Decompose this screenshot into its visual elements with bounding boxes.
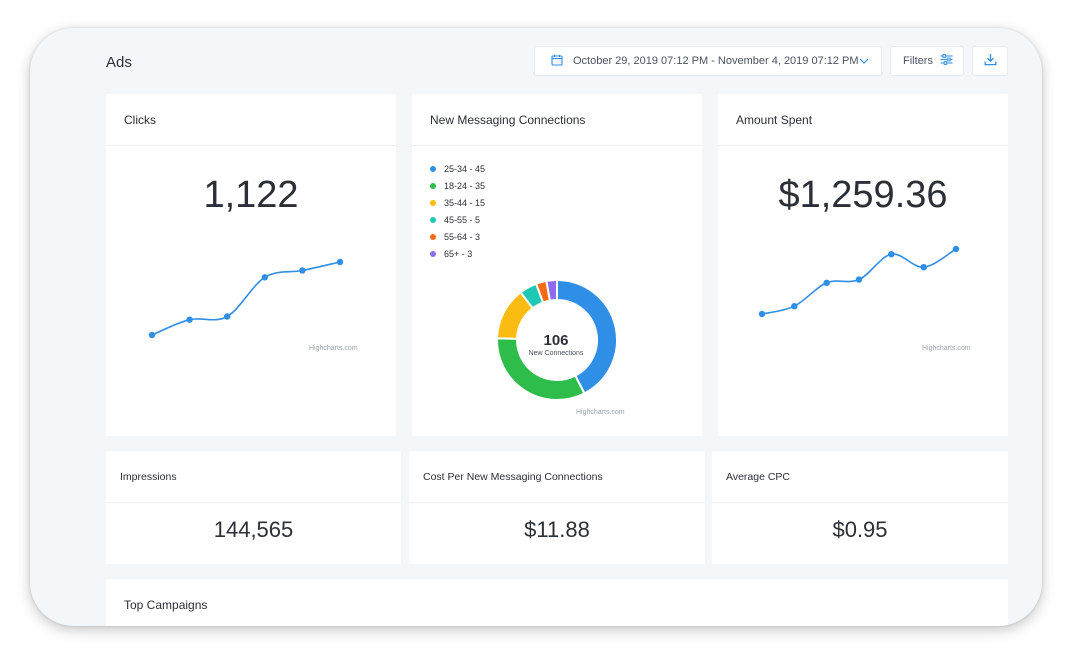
cost-per-connection-value: $11.88 (524, 517, 590, 542)
legend-dot (430, 233, 436, 240)
impressions-value: 144,565 (213, 517, 294, 542)
donut-center: 106 New Connections (516, 332, 596, 357)
legend-item-45-55[interactable]: 45-55 - 5 (430, 211, 485, 228)
legend-dot (430, 199, 436, 206)
data-point[interactable] (952, 245, 960, 253)
clicks-card: Clicks 1,122 Highcharts.com (106, 94, 396, 436)
legend-dot (430, 250, 436, 257)
legend-label: 55-64 - 3 (444, 231, 481, 242)
legend-label: 45-55 - 5 (444, 214, 481, 225)
data-point[interactable] (855, 276, 863, 283)
donut-slice-65+[interactable] (545, 278, 558, 302)
legend-label: 65+ - 3 (444, 248, 473, 259)
data-point[interactable] (758, 310, 766, 318)
legend-item-18-24[interactable]: 18-24 - 35 (430, 177, 485, 194)
filters-button[interactable]: Filters (890, 46, 964, 76)
amount-spent-value: $1,259.36 (778, 174, 948, 216)
series-line (151, 261, 341, 336)
legend-dot (430, 216, 436, 223)
data-point[interactable] (888, 251, 895, 258)
average-cpc-value: $0.95 (832, 517, 888, 542)
legend-item-25-34[interactable]: 25-34 - 45 (430, 160, 485, 177)
sliders-icon (940, 54, 953, 68)
messaging-card-title: New Messaging Connections (412, 94, 702, 146)
data-point[interactable] (791, 303, 798, 310)
average-cpc-card-title: Average CPC (712, 451, 1008, 503)
data-point[interactable] (261, 274, 268, 281)
chart-credit: Highcharts.com (922, 345, 971, 352)
clicks-card-title: Clicks (106, 94, 396, 146)
messaging-card: New Messaging Connections 25-34 - 45 18-2… (412, 94, 702, 436)
download-icon (984, 53, 997, 69)
toolbar: October 29, 2019 07:12 PM - November 4, … (534, 46, 1008, 76)
legend-label: 18-24 - 35 (444, 180, 486, 191)
data-point[interactable] (920, 264, 927, 271)
impressions-card-title: Impressions (106, 451, 401, 503)
donut-legend: 25-34 - 45 18-24 - 35 35-44 - 15 45-55 - 5 5… (430, 160, 485, 262)
data-point[interactable] (336, 258, 344, 266)
data-point[interactable] (148, 331, 156, 339)
chart-credit: Highcharts.com (576, 409, 625, 416)
donut-total: 106 (543, 332, 569, 349)
data-point[interactable] (186, 316, 193, 323)
amount-spent-card: Amount Spent $1,259.36 Highcharts.com (718, 94, 1008, 436)
legend-item-65+[interactable]: 65+ - 3 (430, 245, 485, 262)
top-campaigns-card: Top Campaigns (106, 579, 1008, 626)
clicks-line-chart (148, 258, 344, 339)
download-button[interactable] (972, 46, 1008, 76)
legend-item-35-44[interactable]: 35-44 - 15 (430, 194, 485, 211)
dashboard-frame: Ads October 29, 2019 07:12 PM - November… (30, 28, 1042, 626)
legend-dot (430, 182, 436, 189)
legend-label: 25-34 - 45 (444, 163, 486, 174)
page-title: Ads (106, 54, 132, 71)
top-campaigns-title: Top Campaigns (124, 598, 208, 612)
filters-label: Filters (903, 55, 933, 67)
legend-item-55-64[interactable]: 55-64 - 3 (430, 228, 485, 245)
cost-per-connection-card-title: Cost Per New Messaging Connections (409, 451, 705, 503)
clicks-value: 1,122 (203, 174, 299, 216)
amount-spent-card-title: Amount Spent (718, 94, 1008, 146)
average-cpc-card: Average CPC $0.95 (712, 451, 1008, 564)
chart-credit: Highcharts.com (309, 345, 358, 352)
messaging-donut-chart (495, 278, 618, 401)
data-point[interactable] (823, 279, 830, 286)
donut-total-label: New Connections (528, 350, 584, 357)
cost-per-connection-card: Cost Per New Messaging Connections $11.8… (409, 451, 705, 564)
chevron-down-icon (859, 55, 869, 67)
date-range-text: October 29, 2019 07:12 PM - November 4, … (573, 55, 859, 67)
data-point[interactable] (224, 313, 231, 320)
legend-dot (430, 165, 436, 172)
calendar-icon (551, 54, 563, 69)
date-range-picker[interactable]: October 29, 2019 07:12 PM - November 4, … (534, 46, 882, 76)
legend-label: 35-44 - 15 (444, 197, 486, 208)
data-point[interactable] (299, 267, 306, 274)
amount-spent-line-chart (758, 245, 960, 318)
impressions-card: Impressions 144,565 (106, 451, 401, 564)
